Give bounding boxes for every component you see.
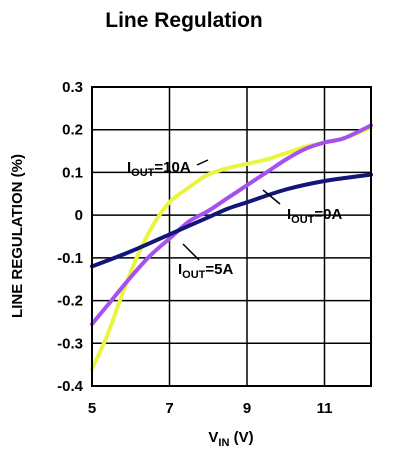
y-tick-label: -0.4: [57, 378, 84, 395]
series-label-leader: [196, 159, 209, 166]
y-tick-label: -0.2: [57, 293, 83, 310]
x-tick-label: 7: [165, 400, 173, 417]
y-tick-label: 0.2: [62, 122, 83, 139]
y-tick-label: -0.3: [57, 335, 83, 352]
x-axis-label-unit: (V): [229, 429, 253, 446]
series-label-leader: [182, 243, 200, 261]
y-axis-label: LINE REGULATION (%): [9, 154, 26, 318]
y-tick-label: -0.1: [57, 250, 83, 267]
tick-labels: 0.3 0.2 0.1 0 -0.1 -0.2 -0.3 -0.45 7 9 11: [57, 79, 332, 417]
series-label-iout-0a: IOUT=0A: [287, 206, 343, 226]
x-axis-label-sub: IN: [218, 437, 229, 449]
series-iout-0a-line: [90, 172, 373, 269]
plot-frame: [91, 86, 372, 387]
series-label-iout-10a: IOUT=10A: [127, 159, 191, 179]
y-tick-label: 0.3: [62, 79, 83, 96]
x-tick-label: 5: [88, 400, 96, 417]
x-axis-label-main: V: [208, 429, 218, 446]
x-tick-label: 11: [317, 400, 333, 417]
x-axis-label: VIN (V): [208, 429, 253, 449]
chart-title: Line Regulation: [105, 9, 263, 32]
series-iout-5a-line: [90, 123, 373, 327]
y-tick-label: 0: [75, 207, 83, 224]
y-tick-label: 0.1: [62, 164, 83, 181]
x-tick-label: 9: [243, 400, 251, 417]
series-label-leader: [262, 189, 281, 205]
series-lines: [90, 123, 373, 371]
grid: [91, 86, 371, 387]
series-label-iout-5a: IOUT=5A: [178, 261, 234, 281]
series-labels: IOUT=10A IOUT=5A IOUT=0A: [127, 159, 343, 281]
